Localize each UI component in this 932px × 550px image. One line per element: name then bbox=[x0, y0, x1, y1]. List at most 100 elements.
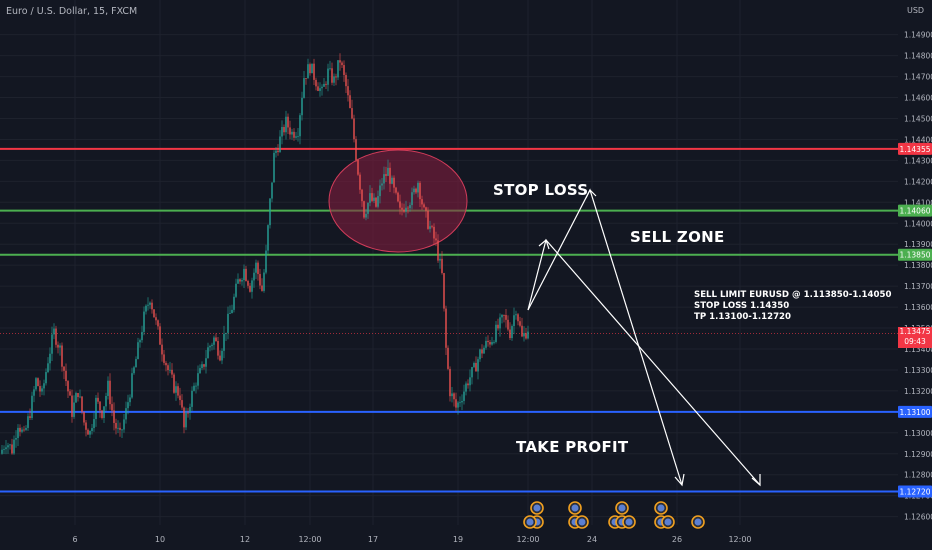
candle-up bbox=[3, 449, 5, 450]
y-tick-label: 1.12600 bbox=[904, 513, 932, 522]
y-tick-label: 1.14200 bbox=[904, 177, 932, 186]
candle-down bbox=[77, 393, 79, 398]
candle-down bbox=[331, 68, 333, 83]
candle-down bbox=[283, 127, 285, 133]
order-line-3: TP 1.13100-1.12720 bbox=[694, 312, 792, 322]
candle-up bbox=[381, 183, 383, 186]
candle-down bbox=[11, 444, 13, 454]
x-tick-label: 12:00 bbox=[516, 535, 539, 544]
candle-down bbox=[357, 159, 359, 175]
candle-down bbox=[119, 427, 121, 430]
candle-up bbox=[485, 340, 487, 348]
candle-down bbox=[261, 285, 263, 291]
level-label: 1.12720 bbox=[899, 487, 930, 496]
candle-down bbox=[431, 226, 433, 228]
candle-up bbox=[199, 368, 201, 374]
flag-icon bbox=[625, 518, 633, 526]
order-details: SELL LIMIT EURUSD @ 1.113850-1.14050 STO… bbox=[694, 290, 891, 323]
candle-up bbox=[51, 334, 53, 354]
candle-up bbox=[301, 97, 303, 116]
economic-events[interactable] bbox=[523, 501, 705, 529]
candle-up bbox=[227, 313, 229, 333]
candle-down bbox=[509, 329, 511, 339]
candle-up bbox=[103, 406, 105, 418]
candle-up bbox=[515, 314, 517, 316]
x-tick-label: 24 bbox=[587, 535, 597, 544]
flag-icon bbox=[618, 504, 626, 512]
candle-down bbox=[427, 210, 429, 229]
candle-down bbox=[19, 427, 21, 432]
candle-up bbox=[125, 408, 127, 420]
candle-up bbox=[143, 311, 145, 332]
candle-up bbox=[311, 63, 313, 74]
candle-up bbox=[291, 131, 293, 135]
candle-up bbox=[127, 402, 129, 409]
candle-up bbox=[25, 427, 27, 430]
candle-up bbox=[295, 136, 297, 138]
y-tick-label: 1.14800 bbox=[904, 52, 932, 61]
candle-up bbox=[323, 83, 325, 87]
candle-up bbox=[333, 76, 335, 83]
candle-up bbox=[493, 341, 495, 343]
symbol-title[interactable]: Euro / U.S. Dollar, 15, FXCM bbox=[6, 6, 138, 17]
candle-up bbox=[91, 428, 93, 431]
candle-up bbox=[149, 302, 151, 305]
candle-down bbox=[57, 344, 59, 348]
y-tick-label: 1.14100 bbox=[904, 198, 932, 207]
candle-up bbox=[461, 400, 463, 403]
current-price-badge: 1.13475 09:43 bbox=[898, 327, 932, 348]
candle-up bbox=[209, 346, 211, 348]
candle-up bbox=[391, 177, 393, 184]
candle-down bbox=[345, 74, 347, 87]
candle-down bbox=[415, 188, 417, 193]
candle-up bbox=[225, 332, 227, 334]
flag-icon bbox=[664, 518, 672, 526]
candle-up bbox=[213, 337, 215, 345]
candle-up bbox=[299, 115, 301, 137]
candle-down bbox=[393, 177, 395, 188]
candle-down bbox=[371, 193, 373, 201]
level-label: 1.14060 bbox=[899, 207, 930, 216]
time-axis[interactable]: 6 10 12 12:00 17 19 12:00 24 26 12:00 bbox=[72, 535, 751, 544]
price-axis[interactable]: 1.14900 1.14800 1.14700 1.14600 1.14500 1.144… bbox=[898, 0, 932, 550]
candle-up bbox=[43, 383, 45, 389]
candle-down bbox=[69, 391, 71, 396]
y-tick-label: 1.13900 bbox=[904, 240, 932, 249]
level-label: 1.13100 bbox=[899, 408, 930, 417]
candle-up bbox=[251, 280, 253, 292]
candle-down bbox=[245, 268, 247, 281]
candle-down bbox=[155, 317, 157, 321]
candle-up bbox=[523, 333, 525, 337]
candle-down bbox=[343, 65, 345, 75]
candle-up bbox=[123, 419, 125, 430]
candle-up bbox=[477, 359, 479, 372]
candle-down bbox=[447, 347, 449, 369]
candle-up bbox=[137, 342, 139, 360]
candle-up bbox=[231, 309, 233, 314]
candle-up bbox=[53, 328, 55, 335]
candle-up bbox=[237, 279, 239, 284]
candle-up bbox=[457, 402, 459, 408]
price-axis-bg bbox=[898, 0, 932, 550]
candle-up bbox=[89, 430, 91, 435]
candle-down bbox=[317, 86, 319, 91]
y-tick-label: 1.13200 bbox=[904, 387, 932, 396]
candle-up bbox=[201, 364, 203, 369]
candle-up bbox=[275, 150, 277, 153]
candle-down bbox=[101, 410, 103, 418]
y-tick-label: 1.14700 bbox=[904, 73, 932, 82]
candle-up bbox=[117, 427, 119, 429]
candle-down bbox=[399, 201, 401, 208]
candle-down bbox=[163, 354, 165, 363]
candle-up bbox=[133, 367, 135, 374]
candle-up bbox=[13, 439, 15, 454]
candle-down bbox=[81, 396, 83, 412]
candle-down bbox=[407, 207, 409, 209]
candle-down bbox=[257, 262, 259, 275]
order-line-2: STOP LOSS 1.14350 bbox=[694, 301, 790, 311]
candle-down bbox=[247, 280, 249, 286]
level-label-bg bbox=[898, 405, 932, 418]
axis-unit-label[interactable]: USD bbox=[907, 6, 925, 15]
candle-down bbox=[325, 83, 327, 85]
